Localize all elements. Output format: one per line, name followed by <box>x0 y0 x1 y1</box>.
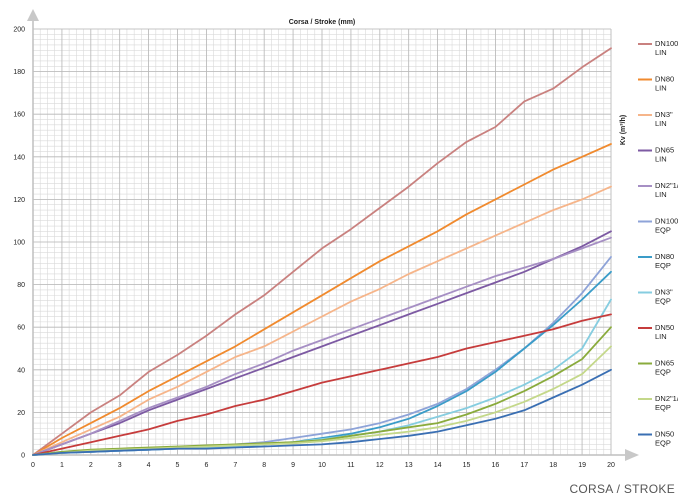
x-axis-caption: CORSA / STROKE <box>569 482 675 496</box>
chart-title: Corsa / Stroke (mm) <box>289 19 356 26</box>
x-tick-label: 7 <box>233 462 237 469</box>
legend-series-name: DN3" <box>655 110 673 119</box>
x-tick-label: 5 <box>176 462 180 469</box>
x-tick-label: 6 <box>204 462 208 469</box>
legend-series-name: DN100 <box>655 39 678 48</box>
x-tick-label: 8 <box>262 462 266 469</box>
series-line-5 <box>32 236 612 456</box>
x-tick-label: 12 <box>376 462 384 469</box>
legend-series-name: DN2"1/2 <box>655 394 678 403</box>
legend-series-name: DN3" <box>655 288 673 297</box>
y-axis-arrow <box>27 9 39 21</box>
y-tick-label: 80 <box>17 282 25 289</box>
x-tick-label: 3 <box>118 462 122 469</box>
legend: DN100LINDN80LINDN3"LINDN65LINDN2"1/2LIND… <box>638 39 678 448</box>
legend-series-name: DN50 <box>655 430 674 439</box>
y-tick-labels: 0 20 40 60 80 100 120 140 160 180 200 <box>13 27 25 460</box>
legend-series-type: LIN <box>655 119 667 128</box>
x-tick-label: 1 <box>60 462 64 469</box>
series-line-12 <box>32 368 612 456</box>
y-tick-label: 60 <box>17 325 25 332</box>
y-tick-label: 120 <box>13 197 25 204</box>
legend-series-name: DN80 <box>655 252 674 261</box>
legend-series-type: EQP <box>655 368 671 377</box>
x-tick-label: 13 <box>405 462 413 469</box>
x-tick-label: 19 <box>578 462 586 469</box>
y-tick-label: 20 <box>17 410 25 417</box>
legend-series-name: DN2"1/2 <box>655 181 678 190</box>
x-tick-label: 17 <box>520 462 528 469</box>
legend-series-type: EQP <box>655 297 671 306</box>
series-lines <box>32 47 612 456</box>
series-line-10 <box>32 326 612 456</box>
y-axis-label: Kv (m³/h) <box>620 115 627 145</box>
series-line-1 <box>32 47 612 456</box>
series-line-3 <box>32 185 612 456</box>
x-axis-arrow <box>625 449 639 461</box>
x-tick-label: 0 <box>31 462 35 469</box>
legend-series-type: EQP <box>655 261 671 270</box>
legend-series-name: DN50 <box>655 323 674 332</box>
x-tick-labels: 0 1 2 3 4 5 6 7 8 9 10 11 12 13 14 15 16 17 18 19 20 <box>31 462 615 469</box>
legend-series-type: EQP <box>655 226 671 235</box>
legend-series-type: LIN <box>655 332 667 341</box>
legend-series-name: DN65 <box>655 359 674 368</box>
series-line-9 <box>32 313 612 456</box>
axes <box>27 9 639 461</box>
series-line-11 <box>32 345 612 456</box>
y-tick-label: 160 <box>13 112 25 119</box>
major-grid <box>32 28 612 456</box>
y-tick-label: 140 <box>13 154 25 161</box>
x-tick-label: 18 <box>549 462 557 469</box>
series-line-2 <box>32 143 612 456</box>
x-tick-label: 4 <box>147 462 151 469</box>
y-tick-label: 100 <box>13 240 25 247</box>
legend-series-type: EQP <box>655 439 671 448</box>
x-tick-label: 20 <box>607 462 615 469</box>
legend-series-type: LIN <box>655 155 667 164</box>
legend-series-type: EQP <box>655 403 671 412</box>
legend-series-name: DN80 <box>655 75 674 84</box>
y-tick-label: 200 <box>13 27 25 34</box>
legend-series-type: LIN <box>655 190 667 199</box>
y-tick-label: 180 <box>13 69 25 76</box>
legend-series-type: LIN <box>655 48 667 57</box>
y-tick-label: 40 <box>17 367 25 374</box>
x-tick-label: 14 <box>434 462 442 469</box>
x-tick-label: 15 <box>463 462 471 469</box>
x-tick-label: 2 <box>89 462 93 469</box>
y-tick-label: 0 <box>21 453 25 460</box>
legend-series-name: DN65 <box>655 146 674 155</box>
x-tick-label: 10 <box>318 462 326 469</box>
legend-series-type: LIN <box>655 84 667 93</box>
legend-series-name: DN100 <box>655 217 678 226</box>
x-tick-label: 9 <box>291 462 295 469</box>
x-tick-label: 16 <box>492 462 500 469</box>
x-tick-label: 11 <box>347 462 354 469</box>
series-line-4 <box>32 230 612 456</box>
